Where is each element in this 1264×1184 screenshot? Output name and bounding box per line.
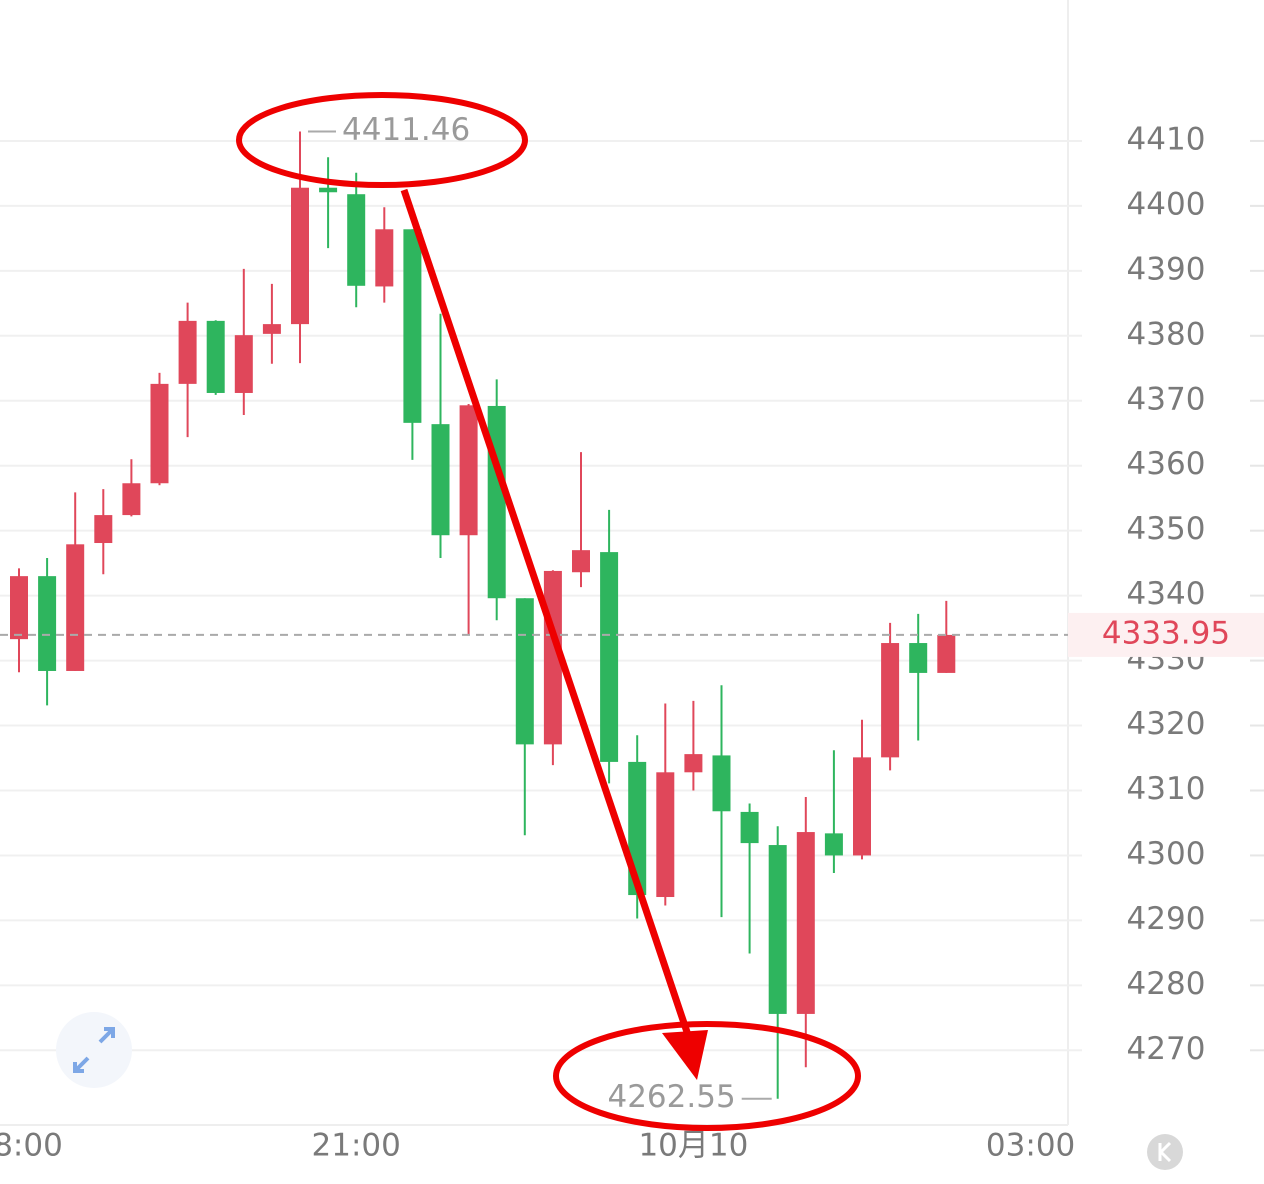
y-tick-label: 4400 bbox=[1127, 186, 1206, 222]
last-price-box bbox=[1068, 612, 1264, 657]
y-tick-label: 4410 bbox=[1127, 121, 1206, 157]
y-tick-label: 4310 bbox=[1127, 771, 1206, 807]
candle-body bbox=[291, 187, 309, 325]
expand-icon[interactable] bbox=[73, 1027, 115, 1073]
candle-body bbox=[38, 576, 57, 671]
k-icon[interactable] bbox=[1158, 1141, 1172, 1163]
candle-body bbox=[347, 194, 366, 286]
highlight-oval bbox=[236, 92, 528, 188]
candle-body bbox=[487, 405, 506, 599]
x-tick-label: 8:00 bbox=[0, 1128, 63, 1164]
candle-body bbox=[515, 598, 534, 745]
candle-body bbox=[403, 229, 422, 423]
y-tick-label: 4390 bbox=[1127, 251, 1206, 287]
candle-body bbox=[66, 544, 85, 671]
last-price-label: 4333.95 bbox=[1102, 615, 1230, 651]
y-tick-label: 4370 bbox=[1127, 381, 1206, 417]
y-tick-label: 4340 bbox=[1127, 576, 1206, 612]
min-label: 4262.55 bbox=[607, 1079, 735, 1115]
candle-body bbox=[712, 755, 731, 812]
y-tick-label: 4320 bbox=[1127, 706, 1206, 742]
candle-body bbox=[909, 643, 928, 673]
candle-body bbox=[178, 320, 197, 384]
candle-body bbox=[319, 187, 338, 193]
candle-body bbox=[94, 515, 113, 544]
trend-arrow bbox=[400, 188, 692, 1037]
k-button[interactable] bbox=[1147, 1134, 1183, 1170]
y-tick-label: 4300 bbox=[1127, 836, 1206, 872]
x-tick-label: 10月10 bbox=[638, 1128, 748, 1164]
expand-button[interactable] bbox=[56, 1012, 132, 1088]
highlight-oval bbox=[553, 1021, 861, 1131]
plot: 4270428042904300431043204330434043504360… bbox=[0, 112, 1264, 1164]
candle-body bbox=[796, 832, 815, 1014]
max-label: 4411.46 bbox=[342, 112, 470, 148]
candle-body bbox=[572, 550, 590, 573]
candle-body bbox=[459, 405, 478, 536]
y-tick-label: 4270 bbox=[1127, 1031, 1206, 1067]
candle-body bbox=[10, 576, 28, 640]
candle-body bbox=[234, 335, 253, 393]
candle-body bbox=[375, 229, 394, 287]
y-tick-label: 4350 bbox=[1127, 511, 1206, 547]
candle-body bbox=[768, 845, 787, 1014]
candle-body bbox=[881, 643, 900, 758]
arrow-head bbox=[662, 1030, 708, 1080]
candle-body bbox=[431, 424, 450, 536]
candle-body bbox=[122, 483, 141, 516]
y-tick-label: 4380 bbox=[1127, 316, 1206, 352]
y-tick-label: 4290 bbox=[1127, 901, 1206, 937]
k-bg[interactable] bbox=[1147, 1134, 1183, 1170]
x-tick-label: 21:00 bbox=[312, 1128, 401, 1164]
expand-bg[interactable] bbox=[56, 1012, 132, 1088]
candle-body bbox=[740, 811, 759, 844]
candle-body bbox=[684, 754, 703, 773]
candle-body bbox=[937, 634, 956, 673]
candle-body bbox=[150, 383, 169, 484]
candle-body bbox=[656, 772, 675, 898]
y-tick-label: 4360 bbox=[1127, 446, 1206, 482]
candle-body bbox=[206, 320, 225, 393]
y-tick-label: 4280 bbox=[1127, 966, 1206, 1002]
candle-body bbox=[262, 324, 281, 334]
candle-body bbox=[600, 552, 619, 762]
x-tick-label: 03:00 bbox=[986, 1128, 1075, 1164]
candle-body bbox=[853, 757, 871, 856]
candle-body bbox=[824, 833, 843, 856]
